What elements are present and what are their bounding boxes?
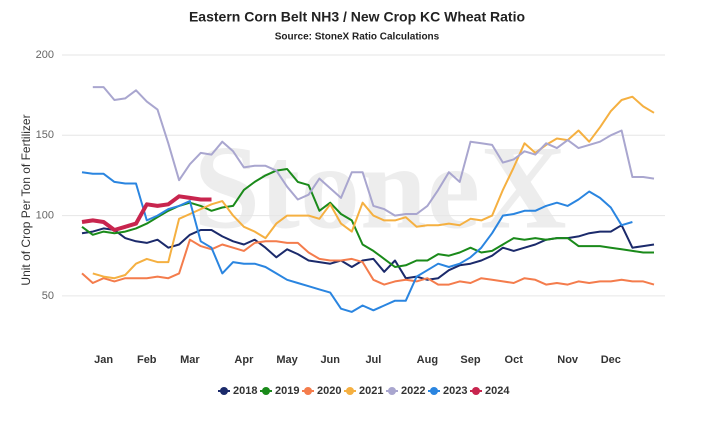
legend-label: 2019 <box>275 385 299 397</box>
legend-marker <box>220 387 228 395</box>
x-tick-label: Feb <box>137 354 157 366</box>
legend-label: 2022 <box>401 385 425 397</box>
legend-marker <box>430 387 438 395</box>
x-tick-label: Nov <box>557 354 579 366</box>
x-tick-label: Apr <box>234 354 254 366</box>
legend-marker <box>262 387 270 395</box>
x-tick-label: Oct <box>505 354 524 366</box>
x-tick-label: Jul <box>365 354 381 366</box>
legend-marker <box>346 387 354 395</box>
series-line <box>81 171 633 313</box>
legend-marker <box>388 387 396 395</box>
x-tick-label: Mar <box>180 354 200 366</box>
legend-label: 2020 <box>317 385 341 397</box>
legend-marker <box>472 387 480 395</box>
x-tick-label: Aug <box>417 354 438 366</box>
y-tick-label: 100 <box>36 209 54 221</box>
chart-subtitle: Source: StoneX Ratio Calculations <box>275 32 440 43</box>
x-tick-label: Sep <box>460 354 480 366</box>
legend-label: 2024 <box>485 385 510 397</box>
series-line <box>81 238 655 286</box>
legend-label: 2021 <box>359 385 383 397</box>
chart-title: Eastern Corn Belt NH3 / New Crop KC Whea… <box>189 9 525 25</box>
legend-marker <box>304 387 312 395</box>
x-tick-label: Jan <box>94 354 113 366</box>
y-tick-label: 50 <box>42 290 54 302</box>
series-line <box>92 86 655 217</box>
legend-label: 2018 <box>233 385 257 397</box>
x-tick-label: May <box>276 354 298 366</box>
series-line <box>81 194 212 232</box>
x-tick-label: Jun <box>320 354 340 366</box>
legend-label: 2023 <box>443 385 467 397</box>
series-line <box>92 95 655 280</box>
y-tick-label: 200 <box>36 49 54 61</box>
y-tick-label: 150 <box>36 129 54 141</box>
x-tick-label: Dec <box>601 354 621 366</box>
y-axis-label: Unit of Crop Per Ton of Fertilizer <box>19 114 33 285</box>
